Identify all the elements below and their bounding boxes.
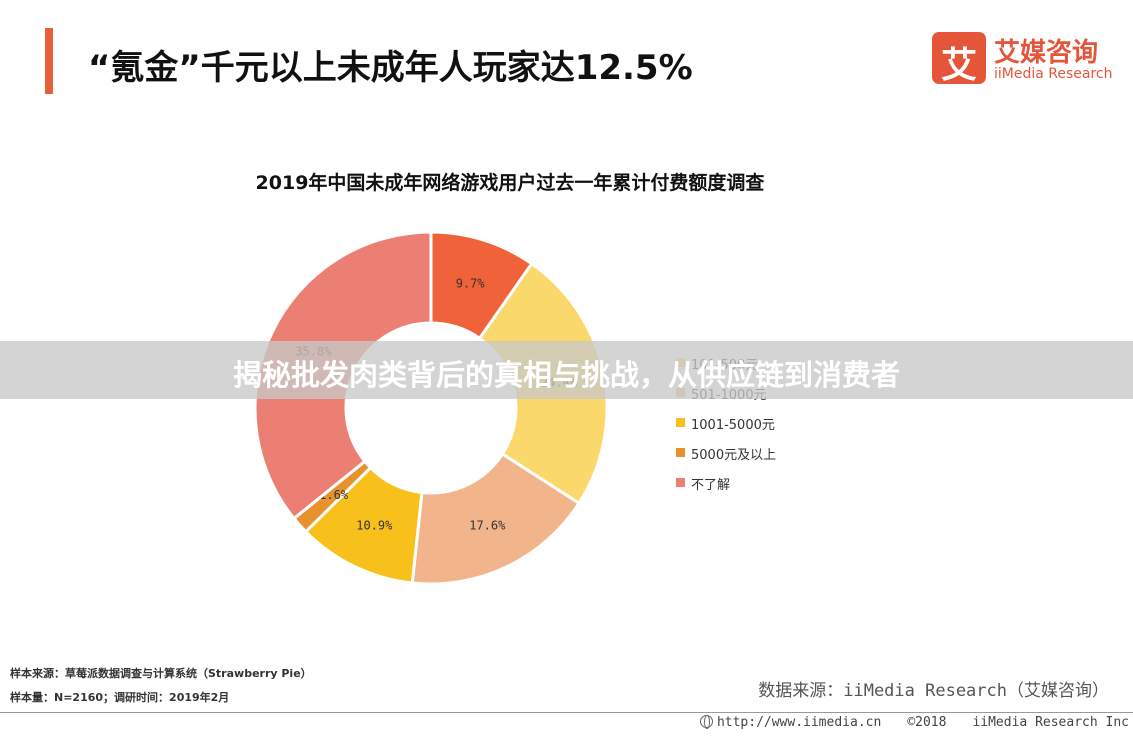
- sample-source: 样本来源：草莓派数据调查与计算系统（Strawberry Pie）: [10, 667, 312, 680]
- legend-label: 1001-5000元: [691, 418, 775, 433]
- slice-value-label: 9.7%: [456, 277, 486, 291]
- title-accent-bar: [45, 28, 53, 94]
- chart-title: 2019年中国未成年网络游戏用户过去一年累计付费额度调查: [255, 172, 765, 194]
- logo-name-en: iiMedia Research: [994, 66, 1113, 82]
- legend-label: 5000元及以上: [691, 448, 777, 463]
- footer-divider: [0, 712, 1133, 713]
- iimedia-logo: 艾 艾媒咨询 iiMedia Research: [932, 30, 1122, 88]
- logo-name-cn: 艾媒咨询: [994, 38, 1099, 68]
- pie-slice: [410, 451, 582, 586]
- website-link[interactable]: http://www.iimedia.cn: [699, 715, 881, 730]
- globe-icon: [699, 715, 713, 729]
- slice-value-label: 10.9%: [356, 519, 393, 533]
- logo-mark-icon: 艾: [932, 32, 986, 86]
- footer-bar: http://www.iimedia.cn ©2018 iiMedia Resear…: [699, 715, 1129, 730]
- legend-swatch: [676, 478, 685, 487]
- data-source: 数据来源：iiMedia Research（艾媒咨询）: [758, 681, 1109, 701]
- slice-value-label: 17.6%: [469, 519, 506, 533]
- copyright-text: ©2018: [907, 715, 947, 730]
- headline-text: 揭秘批发肉类背后的真相与挑战，从供应链到消费者: [232, 358, 900, 392]
- page-title: “氪金”千元以上未成年人玩家达12.5%: [88, 48, 693, 88]
- sample-size: 样本量：N=2160；调研时间：2019年2月: [10, 691, 230, 704]
- legend-swatch: [676, 448, 685, 457]
- legend-swatch: [676, 418, 685, 427]
- headline-banner: 揭秘批发肉类背后的真相与挑战，从供应链到消费者: [0, 341, 1133, 399]
- legend-label: 不了解: [691, 478, 731, 493]
- company-name: iiMedia Research Inc: [972, 715, 1129, 730]
